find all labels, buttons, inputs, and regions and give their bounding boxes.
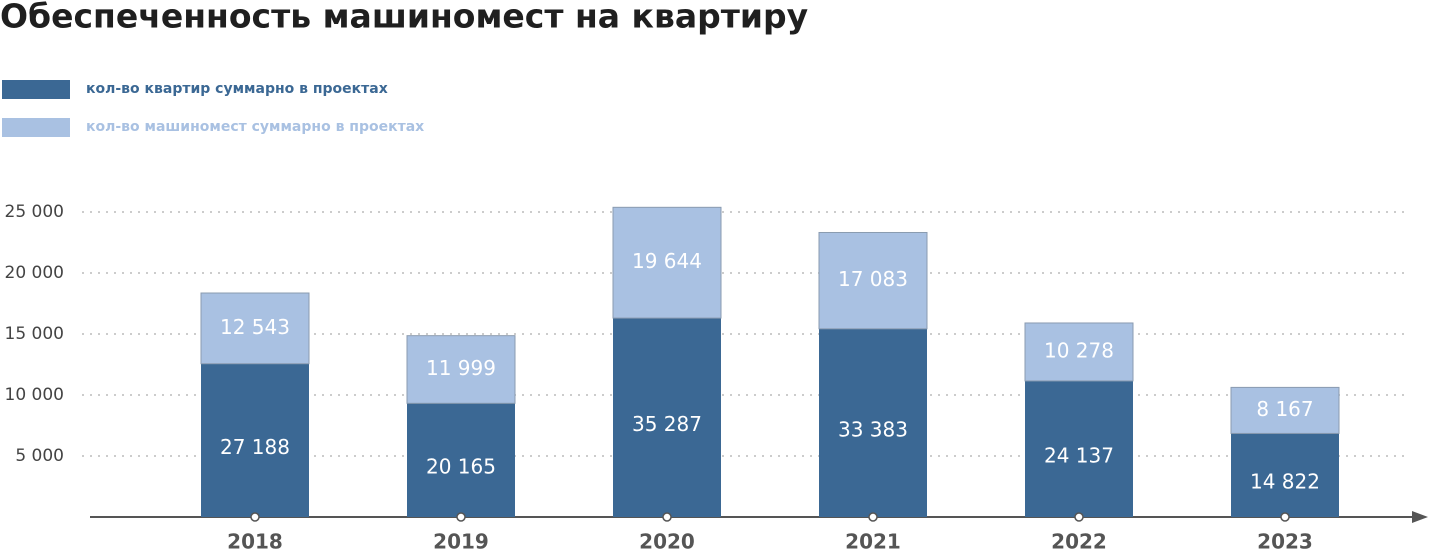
bar-segment — [200, 292, 310, 365]
value-label: 8 167 — [1256, 397, 1313, 421]
value-label: 17 083 — [838, 267, 908, 291]
value-label: 20 165 — [426, 455, 496, 479]
axis-point — [456, 512, 466, 522]
bar-segment — [1025, 380, 1133, 517]
bar-segment — [819, 328, 927, 517]
value-label: 35 287 — [632, 412, 702, 436]
bar-segment — [613, 318, 721, 517]
y-tick-label: 15 000 — [5, 324, 64, 344]
y-tick-label: 25 000 — [5, 202, 64, 222]
legend-swatch — [2, 118, 70, 137]
axis-point — [868, 512, 878, 522]
value-label: 12 543 — [220, 315, 290, 339]
bar-segment — [201, 363, 309, 517]
axis-point — [1074, 512, 1084, 522]
axis-point — [250, 512, 260, 522]
value-label: 27 188 — [220, 435, 290, 459]
legend-label: кол-во квартир суммарно в проектах — [86, 81, 388, 97]
axis-point — [1280, 512, 1290, 522]
x-tick-label: 2021 — [845, 530, 901, 551]
y-tick-label: 5 000 — [15, 446, 64, 466]
value-label: 11 999 — [426, 356, 496, 380]
y-tick-label: 10 000 — [5, 385, 64, 405]
x-tick-label: 2022 — [1051, 530, 1107, 551]
x-tick-label: 2019 — [433, 530, 489, 551]
bar-segment — [1230, 386, 1340, 434]
value-label: 14 822 — [1250, 470, 1320, 494]
value-label: 19 644 — [632, 249, 702, 273]
bar-segment — [407, 403, 515, 517]
bar-segment — [1231, 433, 1339, 517]
legend-label: кол-во машиномест суммарно в проектах — [86, 119, 424, 135]
x-tick-label: 2020 — [639, 530, 695, 551]
legend-swatch — [2, 80, 70, 99]
bar-segment — [612, 206, 722, 319]
value-label: 10 278 — [1044, 338, 1114, 362]
chart-title: Обеспеченность машиномест на квартиру — [0, 0, 808, 36]
value-label: 24 137 — [1044, 443, 1114, 467]
axis-point — [662, 512, 672, 522]
y-tick-label: 20 000 — [5, 263, 64, 283]
x-tick-label: 2018 — [227, 530, 283, 551]
bar-segment — [818, 231, 928, 330]
value-label: 33 383 — [838, 417, 908, 441]
axis-arrow — [1412, 511, 1428, 523]
bar-segment — [1024, 322, 1134, 382]
bar-segment — [406, 335, 516, 404]
x-tick-label: 2023 — [1257, 530, 1313, 551]
